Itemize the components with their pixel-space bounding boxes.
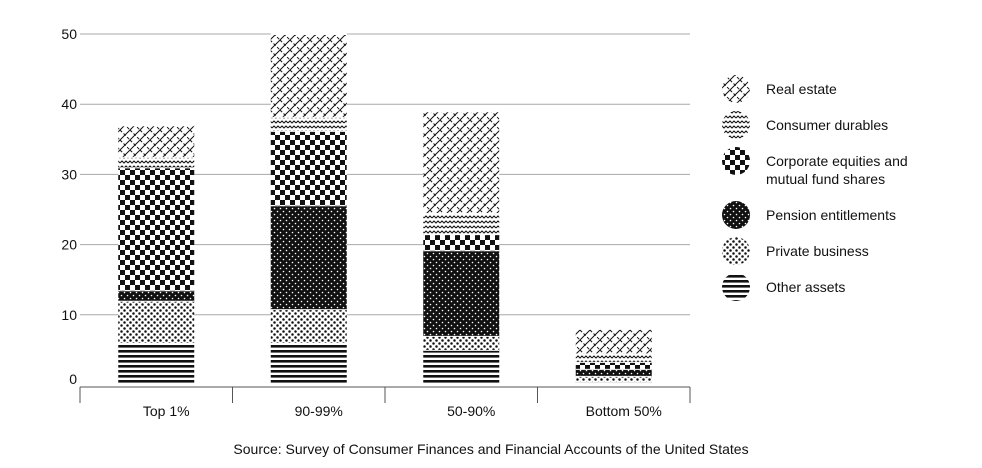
y-tick-label: 30 [61,166,77,182]
bar-segment [270,34,347,117]
legend-item: Consumer durables [722,111,888,139]
legend-label: Pension entitlements [766,207,896,223]
bar-segment [270,116,347,131]
legend-item: Pension entitlements [722,201,896,229]
legend-label: Real estate [766,81,837,97]
legend-label: Corporate equities and [766,153,908,169]
legend-label: mutual fund shares [766,171,885,187]
bar-segment [423,111,500,214]
y-tick-label: 40 [61,96,77,112]
bar-segment [423,213,500,235]
y-tick-label: 0 [69,371,77,387]
bar-segment [575,368,652,376]
bars [118,33,652,385]
legend: Real estate Consumer durables Corporate eq… [722,75,908,301]
bar-segment [423,250,500,336]
legend-item: Corporate equities and mutual fund shares [722,147,908,187]
bar-segment [118,300,195,343]
legend-item: Real estate [722,75,837,103]
legend-label: Private business [766,243,869,259]
bar-segment [118,167,195,291]
y-tick-label: 10 [61,307,77,323]
x-tick-label: Top 1% [143,403,190,419]
bar-segment [575,328,652,354]
x-tick-label: Bottom 50% [586,403,662,419]
legend-swatch [722,237,750,265]
legend-label: Consumer durables [766,117,888,133]
legend-label: Other assets [766,279,845,295]
bar-segment [423,335,500,350]
bar-segment [575,353,652,362]
bar-segment [118,156,195,168]
bar-segment [423,234,500,251]
bar-segment [118,342,195,385]
legend-swatch [722,111,750,139]
bar-segment [270,205,347,310]
bar-segment [270,309,347,343]
y-tick-label: 20 [61,237,77,253]
legend-swatch [722,147,750,175]
legend-swatch [722,201,750,229]
axes: 0 10 20 30 40 50 Top 1% 90-99% 50-90% Bottom 50% [61,26,691,419]
bar-segment [423,349,500,385]
x-tick-label: 90-99% [295,403,343,419]
legend-item: Private business [722,237,869,265]
legend-swatch [722,273,750,301]
bar-segment [118,125,195,157]
y-tick-label: 50 [61,26,77,42]
source-caption: Source: Survey of Consumer Finances and … [233,441,749,457]
bar-segment [270,130,347,206]
bar-segment [575,375,652,382]
bar-segment [118,290,195,301]
legend-swatch [722,75,750,103]
bar-segment [270,342,347,385]
legend-item: Other assets [722,273,845,301]
x-tick-label: 50-90% [447,403,495,419]
bar-segment [575,361,652,369]
bar-segment [575,381,652,385]
